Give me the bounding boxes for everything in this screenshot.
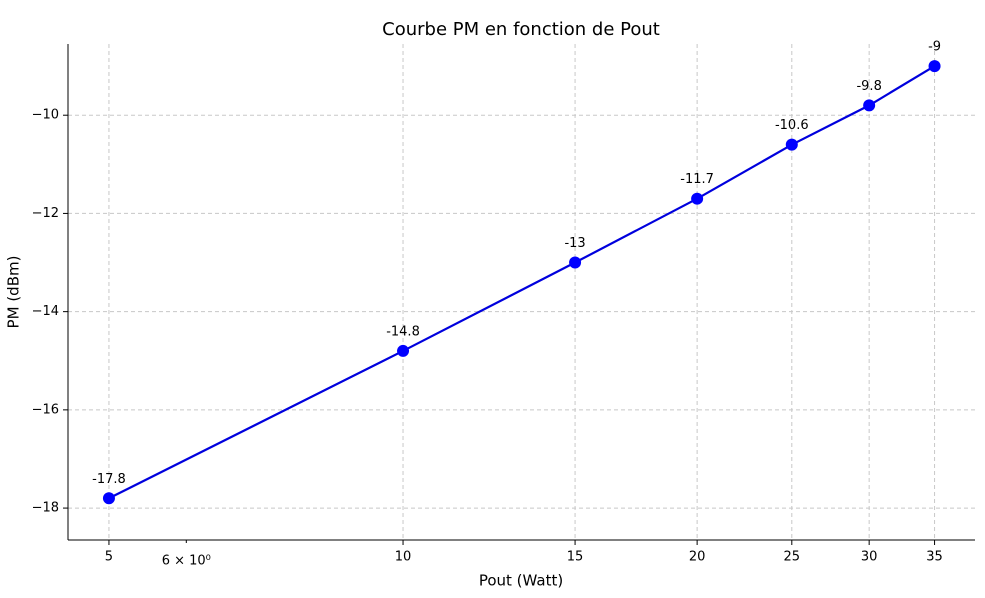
data-label: -14.8 [386,324,420,339]
x-tick-label: 25 [784,550,801,565]
data-label: -9 [928,40,941,55]
grid [68,44,975,540]
y-tick-label: −18 [32,501,59,516]
data-label: -9.8 [856,79,881,94]
data-label: -11.7 [680,172,714,187]
data-point [102,492,115,505]
x-tick-label: 15 [567,550,584,565]
y-tick-label: −14 [32,304,59,319]
series-line [108,65,936,500]
data-point [785,138,798,151]
x-tick-label: 30 [861,550,878,565]
y-tick-label: −12 [32,206,59,221]
x-tick-label: 35 [926,550,943,565]
x-minor-tick-label: 6 × 10⁰ [162,554,211,569]
data-point [928,60,941,73]
y-tick-label: −16 [32,402,59,417]
x-axis-label: Pout (Watt) [479,572,563,590]
y-axis-label: PM (dBm) [5,256,23,329]
data-point [397,344,410,357]
data-point [569,256,582,269]
x-tick-label: 10 [395,550,412,565]
y-tick-label: −10 [32,108,59,123]
x-tick-label: 5 [105,550,113,565]
data-point [691,192,704,205]
data-point [863,99,876,112]
x-tick-label: 20 [689,550,706,565]
data-label: -10.6 [775,118,809,133]
data-label: -17.8 [92,472,126,487]
chart-title: Courbe PM en fonction de Pout [382,19,660,40]
data-label: -13 [564,236,585,251]
